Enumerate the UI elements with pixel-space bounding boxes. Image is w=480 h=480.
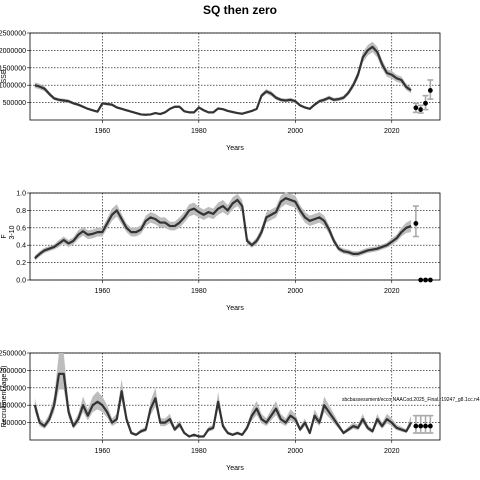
y-tick-label: 2000000: [0, 368, 26, 375]
projection-point: [413, 423, 419, 429]
estimate-line: [33, 372, 413, 438]
confidence-band: [34, 192, 412, 261]
x-tick-label: 1980: [191, 128, 207, 135]
y-tick-label: 0.6: [16, 225, 26, 232]
y-axis-title: Recruitment (age 3): [1, 366, 8, 428]
projection-point: [427, 423, 433, 429]
x-axis-title: Years: [226, 465, 244, 472]
x-tick-label: 1980: [191, 288, 207, 295]
y-tick-label: 0.8: [16, 208, 26, 215]
y-tick-label: 0.4: [16, 243, 26, 250]
projection-point: [413, 105, 419, 111]
projection-point: [423, 423, 428, 429]
y-tick-label: 2500000: [0, 31, 26, 38]
y-tick-label: 500000: [3, 100, 26, 107]
y-tick-label: 1000000: [0, 403, 26, 410]
projection-point: [418, 277, 424, 283]
y-tick-label: 0.2: [16, 260, 26, 267]
projection-point: [418, 107, 424, 112]
x-tick-label: 2020: [384, 288, 400, 295]
estimate-line: [34, 45, 412, 116]
y-tick-label: 1000000: [0, 83, 26, 90]
chart-panel-recruitment: 1960 1980 2000 2020 500000 1000000 1500000 2000…: [0, 351, 480, 473]
projection-point: [427, 277, 433, 283]
main-title: SQ then zero: [203, 3, 277, 17]
x-tick-label: 2020: [384, 128, 400, 135]
y-axis-title: F: [1, 234, 8, 238]
projection-point: [423, 100, 428, 106]
x-tick-label: 2000: [288, 448, 304, 455]
x-tick-label: 1960: [95, 128, 111, 135]
x-axis-title: Years: [226, 145, 244, 152]
x-axis-title: Years: [226, 305, 244, 312]
projection-point: [413, 221, 419, 226]
y-tick-label: 2500000: [0, 351, 26, 358]
chart-panel-ssb: 1960 1980 2000 2020 500000 1000000 1500000 2000…: [0, 31, 441, 152]
x-tick-label: 1980: [191, 448, 207, 455]
confidence-band: [34, 353, 412, 438]
x-tick-label: 1960: [95, 448, 111, 455]
projection-point: [423, 277, 428, 283]
projection-point: [427, 88, 433, 93]
y-axis-title-subscript: 3-10: [9, 225, 16, 239]
x-tick-label: 2000: [288, 128, 304, 135]
run-annotation: sbcbassessment/ecco.NAACod.2025_Final.r1…: [342, 397, 480, 403]
y-tick-label: 1500000: [0, 385, 26, 392]
y-tick-label: 1.0: [16, 191, 26, 198]
y-tick-label: 0.0: [16, 278, 26, 285]
x-tick-label: 1960: [95, 288, 111, 295]
x-tick-label: 2000: [288, 288, 304, 295]
estimate-line: [34, 197, 412, 260]
chart-panel-fbar: 1960 1980 2000 2020 0.0 0.2 0.4 0.6 0.8 1.0 Years F…: [1, 191, 441, 312]
y-tick-label: 1500000: [0, 65, 26, 72]
y-axis-title: SSB: [1, 69, 8, 83]
plot-frame: [29, 32, 441, 121]
confidence-band: [34, 41, 412, 116]
y-tick-label: 500000: [3, 420, 26, 427]
x-tick-label: 2020: [384, 448, 400, 455]
projection-point: [418, 423, 424, 429]
y-tick-label: 2000000: [0, 48, 26, 55]
